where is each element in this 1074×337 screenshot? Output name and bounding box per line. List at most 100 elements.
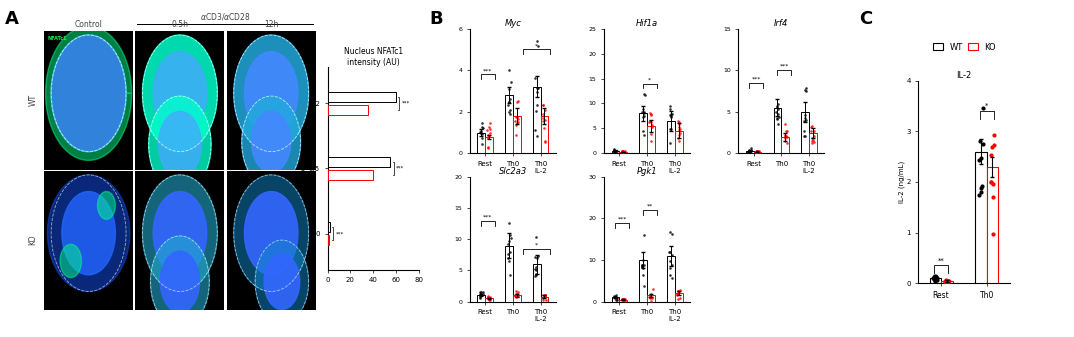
Point (803, 135, 821, 140)
Point (983, 152, 1000, 157)
Point (742, 148, 759, 153)
Point (481, 295, 498, 300)
Point (528, 255, 546, 261)
Point (607, 149, 624, 154)
Point (663, 252, 680, 257)
Point (669, 296, 686, 302)
Point (480, 144, 497, 150)
Point (938, 278, 955, 283)
Point (971, 138, 988, 144)
Point (471, 294, 489, 300)
Bar (328, 235, 329, 245)
Polygon shape (154, 191, 206, 275)
Point (536, 107, 553, 113)
Point (500, 100, 518, 105)
Point (670, 128, 687, 133)
Point (670, 289, 687, 295)
Point (528, 89, 546, 95)
Point (508, 294, 525, 299)
Point (663, 113, 680, 118)
Polygon shape (234, 175, 308, 292)
Point (528, 38, 546, 43)
Point (664, 275, 681, 281)
Bar (505, 245, 513, 302)
Point (500, 258, 518, 263)
Bar (540, 297, 549, 302)
Point (614, 298, 632, 303)
Point (751, 150, 768, 155)
Point (614, 297, 632, 302)
Point (671, 126, 688, 131)
Point (527, 235, 545, 240)
Point (769, 106, 786, 112)
Point (803, 139, 821, 144)
Point (502, 273, 519, 278)
Point (614, 296, 632, 302)
Bar (513, 295, 521, 302)
Point (749, 149, 766, 154)
Point (642, 120, 659, 125)
Bar (674, 293, 683, 302)
Point (480, 296, 497, 301)
Point (613, 149, 630, 154)
Point (500, 239, 518, 244)
Point (941, 278, 958, 283)
Polygon shape (256, 240, 308, 324)
Point (474, 125, 491, 131)
Bar (801, 112, 809, 153)
Point (796, 118, 813, 123)
Point (972, 190, 989, 195)
Polygon shape (62, 191, 115, 275)
Point (480, 133, 497, 139)
Point (614, 149, 632, 155)
Point (778, 134, 795, 140)
Point (642, 139, 659, 144)
Polygon shape (148, 96, 212, 193)
Point (608, 297, 625, 302)
Point (613, 149, 630, 154)
Point (662, 112, 679, 118)
Point (535, 102, 552, 108)
Point (662, 126, 679, 131)
Point (481, 126, 498, 131)
Point (502, 108, 519, 113)
Point (606, 148, 623, 154)
Point (927, 273, 944, 278)
Point (481, 124, 498, 130)
Point (536, 293, 553, 299)
Point (508, 115, 525, 120)
Point (642, 295, 659, 300)
Point (634, 262, 651, 267)
Point (670, 290, 687, 295)
Point (474, 120, 491, 126)
Text: ***: *** (483, 214, 493, 219)
Point (643, 125, 661, 130)
Point (940, 279, 957, 284)
Point (769, 116, 786, 122)
Point (642, 112, 659, 117)
Point (769, 121, 786, 126)
Point (641, 111, 658, 116)
Point (471, 130, 489, 135)
Point (526, 267, 543, 272)
Point (806, 128, 823, 134)
Point (742, 148, 759, 153)
Point (796, 134, 813, 139)
Point (481, 296, 498, 301)
Point (643, 295, 661, 301)
Point (740, 148, 757, 153)
Polygon shape (150, 236, 209, 328)
Point (635, 272, 652, 277)
Point (770, 111, 787, 117)
Point (670, 118, 687, 123)
Point (607, 295, 624, 300)
Point (670, 138, 687, 144)
Bar (667, 121, 674, 153)
Point (634, 106, 651, 112)
Point (502, 233, 519, 238)
Bar (773, 108, 782, 153)
Point (608, 148, 625, 154)
Point (663, 114, 680, 119)
Point (803, 124, 821, 129)
Point (740, 148, 757, 154)
